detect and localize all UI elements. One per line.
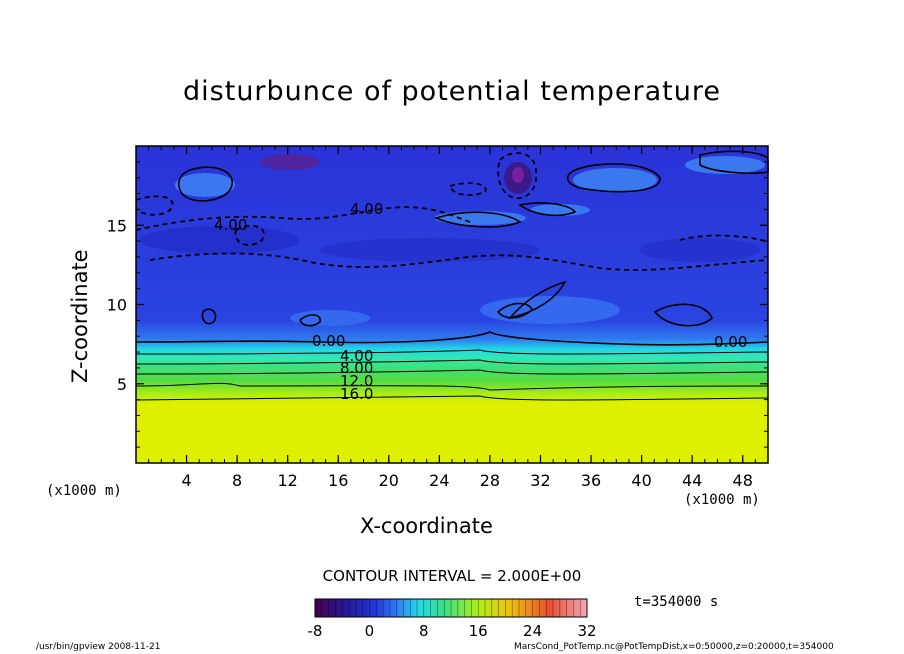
- colorbar-tick-label: -8: [308, 622, 323, 640]
- contour-negative: [149, 252, 769, 271]
- warm-patch: [290, 310, 370, 326]
- contour-negative: [234, 225, 265, 246]
- colorbar-tick-label: 16: [469, 622, 488, 640]
- colorbar-tick-label: 8: [419, 622, 429, 640]
- y-tick-label: 15: [107, 216, 127, 235]
- x-tick-label: 32: [530, 471, 550, 490]
- x-tick-label: 48: [733, 471, 753, 490]
- x-tick-label: 36: [581, 471, 601, 490]
- x-tick-label: 44: [682, 471, 702, 490]
- contour-label-group: 4.00 4.00 0.00 0.00 4.00 8.00 12.0 16.0: [214, 200, 747, 403]
- x-tick-label: 12: [278, 471, 298, 490]
- colorbar-labels: -8 0 8 16 24 32: [308, 622, 597, 640]
- x-tick-label: 4: [181, 471, 191, 490]
- contour-label: 16.0: [340, 385, 373, 403]
- cold-patch: [640, 238, 760, 262]
- x-tick-label: 24: [429, 471, 449, 490]
- warm-patch: [573, 168, 657, 192]
- contour-lines: [135, 150, 769, 401]
- contour-solid: [201, 308, 217, 325]
- contour-solid: [518, 202, 577, 217]
- x-tick-label: 40: [631, 471, 651, 490]
- y-tick-label: 5: [117, 375, 127, 394]
- x-tick-label: 8: [232, 471, 242, 490]
- contour-8: [135, 359, 769, 365]
- contour-16: [135, 382, 769, 391]
- warm-patch: [530, 204, 590, 216]
- y-tick-label: 10: [107, 296, 127, 315]
- colorbar-ticks: [314, 599, 588, 617]
- y-axis-label: Z-coordinate: [68, 249, 92, 383]
- contour-label: 4.00: [214, 216, 247, 234]
- cold-patch: [260, 154, 320, 170]
- colorbar-tick-label: 32: [577, 622, 596, 640]
- contour-dashed: [135, 152, 769, 271]
- footer-right: MarsCond_PotTemp.nc@PotTempDist,x=0:5000…: [514, 642, 834, 652]
- contour-solid: [299, 314, 321, 327]
- colorbar-tick-label: 24: [523, 622, 542, 640]
- contour-zero: [135, 331, 769, 346]
- warm-patch: [685, 156, 765, 174]
- contour-solid: [566, 163, 661, 193]
- contour-12: [135, 369, 769, 375]
- contour-label: 12.0: [340, 372, 373, 390]
- contour-negative: [679, 234, 769, 243]
- x-tick-label: 28: [480, 471, 500, 490]
- contour-label: 0.00: [312, 332, 345, 350]
- chart-title: disturbunce of potential temperature: [183, 76, 721, 107]
- x-unit-label: (x1000 m): [684, 492, 760, 508]
- heatmap-field: [136, 146, 768, 463]
- contour-solid: [177, 166, 233, 202]
- x-axis: 4 8 12 16 20 24 28 32 36 40 44 48: [135, 146, 769, 490]
- footer-left: /usr/bin/gpview 2008-11-21: [36, 642, 161, 652]
- cold-patch: [512, 167, 524, 183]
- contour-label: 8.00: [340, 359, 373, 377]
- contour-20: [135, 395, 769, 401]
- contour-label: 0.00: [714, 333, 747, 351]
- z-unit-label: (x1000 m): [46, 483, 122, 499]
- warm-patch: [175, 173, 235, 197]
- contour-negative: [497, 152, 538, 199]
- x-tick-label: 20: [379, 471, 399, 490]
- contour-solid: [507, 280, 567, 320]
- x-tick-label: 16: [328, 471, 348, 490]
- contour-label: 4.00: [340, 347, 373, 365]
- contour-label: 4.00: [350, 200, 383, 218]
- contour-negative: [135, 195, 174, 216]
- contour-negative: [135, 206, 471, 231]
- x-axis-label: X-coordinate: [360, 514, 493, 538]
- cold-patch: [320, 238, 540, 262]
- colorbar-tick-label: 0: [365, 622, 375, 640]
- contour-4: [135, 349, 769, 355]
- contour-solid: [653, 303, 713, 327]
- y-axis: 5 10 15: [107, 145, 768, 464]
- contour-interval-text: CONTOUR INTERVAL = 2.000E+00: [322, 567, 582, 585]
- cold-patch: [140, 226, 300, 254]
- time-label: t=354000 s: [634, 594, 719, 610]
- contour-solid: [433, 211, 522, 228]
